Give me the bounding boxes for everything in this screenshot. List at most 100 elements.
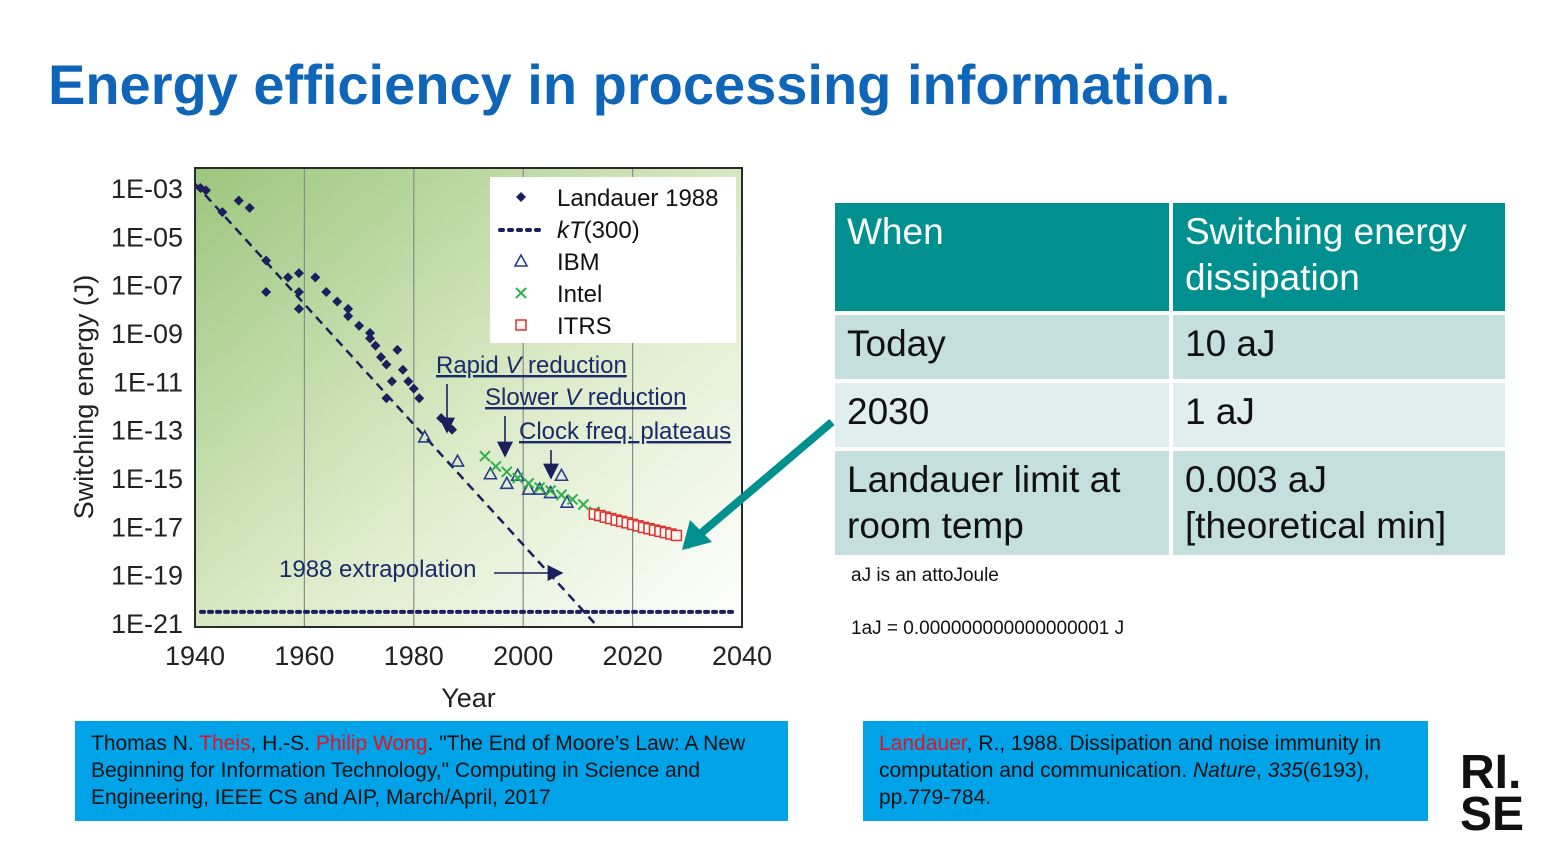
ref-text: Thomas N. — [91, 732, 200, 755]
annotation-text: reduction — [521, 352, 626, 379]
legend-label: ITRS — [557, 313, 612, 340]
intel-point — [566, 493, 579, 506]
landauer-1988-point — [293, 303, 304, 314]
y-tick-label: 1E-09 — [111, 319, 183, 349]
legend-label: kT(300) — [557, 217, 640, 244]
annotation-label: Rapid V reduction — [436, 352, 627, 379]
reference-left: Thomas N. Theis, H.-S. Philip Wong. "The… — [75, 721, 788, 821]
unit-note: aJ is an attoJoule — [851, 565, 999, 586]
intel-point — [522, 477, 535, 490]
landauer-1988-point — [261, 255, 272, 266]
annotation-text: 1988 extrapolation — [279, 556, 476, 583]
landauer-1988-point — [365, 333, 376, 344]
logo-line: SE — [1460, 788, 1525, 841]
landauer-1988-point — [310, 272, 321, 283]
rise-logo: RI. SE — [1460, 746, 1540, 841]
intel-point — [479, 450, 491, 462]
legend-label: Landauer 1988 — [557, 185, 718, 212]
landauer-1988-point — [397, 364, 408, 375]
cell-energy: 0.003 aJ [theoretical min] — [1173, 447, 1505, 555]
annotation-text: reduction — [581, 384, 686, 411]
landauer-1988-point — [293, 268, 304, 279]
slide-title: Energy efficiency in processing informat… — [48, 53, 1231, 116]
cell-when: Landauer limit at room temp — [835, 447, 1173, 555]
x-tick-label: 2000 — [493, 641, 553, 671]
annotation-text: Rapid — [436, 352, 505, 379]
ibm-point — [543, 484, 558, 499]
ref-author-link[interactable]: Landauer — [879, 732, 967, 755]
callout-arrow — [683, 418, 835, 550]
landauer-1988-point — [408, 383, 419, 394]
landauer-1988-point — [381, 359, 392, 370]
legend-swatch — [516, 192, 526, 202]
table-row: 2030 1 aJ — [835, 379, 1505, 447]
legend: Landauer 1988 kT(300) IBM Intel ITRS — [490, 177, 736, 343]
landauer-1988-point — [386, 376, 397, 387]
annotation-text: Clock freq. plateaus — [519, 418, 731, 445]
landauer-1988-point — [343, 311, 354, 322]
x-tick-label: 1940 — [165, 641, 225, 671]
ref-author-link[interactable]: Theis — [199, 732, 251, 755]
y-tick-label: 1E-07 — [111, 271, 183, 301]
ref-text: , H.-S. — [250, 732, 316, 755]
landauer-1988-point — [375, 352, 386, 363]
x-tick-label: 2040 — [712, 641, 772, 671]
y-tick-label: 1E-11 — [113, 367, 183, 397]
legend-label: Intel — [557, 281, 602, 308]
intel-point — [501, 466, 513, 478]
ref-text: . "The End of Moore’s Law: A New Beginni… — [91, 732, 746, 809]
x-tick-label: 1980 — [384, 641, 444, 671]
y-tick-label: 1E-03 — [111, 174, 183, 204]
annotation-text: V — [565, 384, 583, 411]
intel-point — [555, 489, 568, 501]
x-axis-label: Year — [441, 683, 496, 713]
cell-when: Today — [835, 311, 1173, 379]
ref-author-link[interactable]: Philip Wong — [315, 732, 428, 755]
ibm-point — [483, 466, 498, 480]
annotation-label: 1988 extrapolation — [279, 556, 476, 583]
annotation-text: V — [505, 352, 523, 379]
callout-arrow-head — [682, 520, 712, 550]
landauer-1988-point — [293, 286, 304, 297]
y-tick-label: 1E-19 — [111, 561, 183, 591]
intel-point — [577, 498, 590, 511]
ibm-point — [417, 429, 433, 443]
legend-swatch — [513, 253, 529, 267]
intel-point — [533, 481, 546, 494]
intel-point — [490, 460, 502, 473]
reference-right: Landauer, R., 1988. Dissipation and nois… — [863, 721, 1428, 821]
intel-point — [512, 472, 524, 484]
unit-definition: 1aJ = 0.000000000000000001 J — [851, 618, 1125, 639]
annotation-label: Clock freq. plateaus — [519, 418, 731, 445]
logo-line: RI. — [1460, 746, 1522, 799]
y-tick-label: 1E-13 — [111, 416, 183, 446]
y-tick-label: 1E-15 — [111, 464, 183, 494]
legend-text: kT — [557, 217, 586, 244]
landauer-1988-point — [414, 393, 425, 404]
legend-swatch — [515, 319, 527, 331]
legend-box — [490, 177, 736, 343]
table-row: Today 10 aJ — [835, 311, 1505, 379]
landauer-1988-point — [354, 320, 365, 331]
cell-energy: 10 aJ — [1173, 311, 1505, 379]
y-tick-label: 1E-21 — [111, 609, 183, 639]
landauer-1988-point — [343, 303, 354, 314]
ibm-point — [450, 453, 465, 467]
itrs-point — [670, 529, 683, 542]
y-tick-label: 1E-17 — [111, 512, 183, 542]
ref-text: , — [1256, 759, 1268, 782]
y-tick-label: 1E-05 — [111, 222, 183, 252]
extrapolation-line — [194, 182, 596, 624]
ibm-point — [532, 481, 547, 495]
header-when: When — [835, 203, 1173, 311]
landauer-1988-point — [370, 340, 381, 351]
axis-ticks: 1940 1960 1980 2000 2020 2040 1E-03 1E-05 1E-07 1… — [111, 174, 772, 671]
landauer-1988-point — [282, 272, 293, 283]
ibm-point — [521, 481, 537, 495]
landauer-1988-point — [321, 286, 332, 297]
x-tick-label: 2020 — [603, 641, 663, 671]
cell-energy: 1 aJ — [1173, 379, 1505, 447]
ref-journal: Nature — [1193, 759, 1257, 782]
